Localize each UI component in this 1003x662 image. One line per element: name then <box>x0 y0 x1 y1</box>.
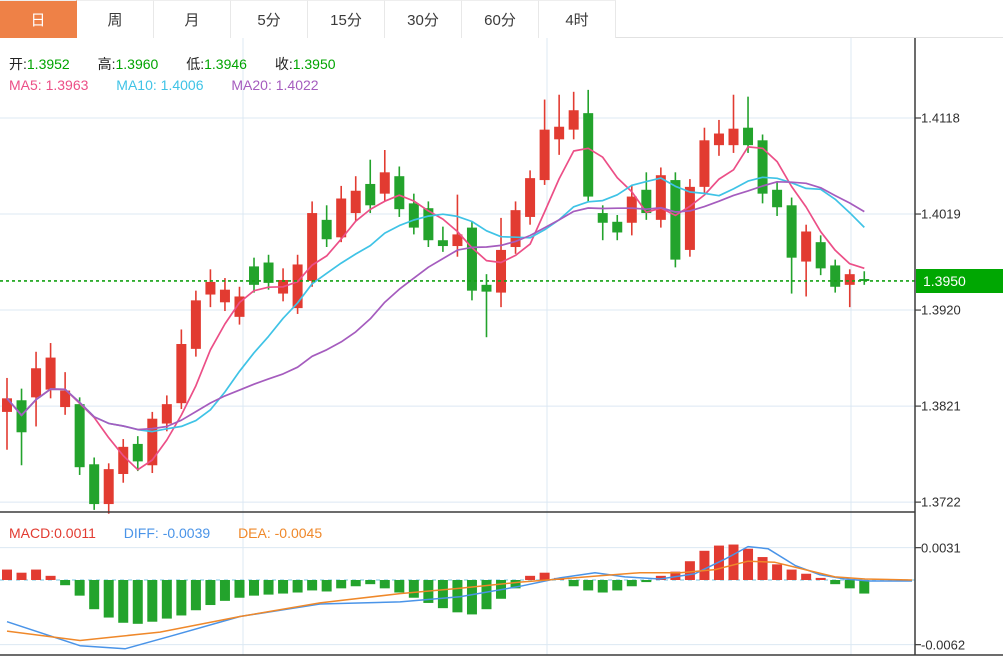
macd-legend: MACD:0.0011 DIFF: -0.0039 DEA: -0.0045 <box>9 525 346 541</box>
last-price-tag: 1.3950 <box>916 269 1003 293</box>
ma10-label: MA10: <box>116 77 157 93</box>
diff-value: -0.0039 <box>162 525 211 541</box>
tab-60min[interactable]: 60分 <box>462 0 539 38</box>
price-axis-label: 1.4019 <box>921 206 961 222</box>
tab-week[interactable]: 周 <box>77 0 154 38</box>
ma5-label: MA5: <box>9 77 42 93</box>
low-value: 1.3946 <box>204 56 247 72</box>
tab-15min[interactable]: 15分 <box>308 0 385 38</box>
ma20-value: 1.4022 <box>275 77 319 93</box>
price-axis-label: 1.3821 <box>921 398 961 414</box>
ma10-value: 1.4006 <box>160 77 204 93</box>
open-value: 1.3952 <box>26 56 70 72</box>
price-axis-label: 1.3920 <box>921 302 961 318</box>
dea-label: DEA: <box>238 525 271 541</box>
macd-axis-label: 0.0031 <box>921 540 961 556</box>
low-label: 低: <box>186 56 205 72</box>
tab-day[interactable]: 日 <box>0 0 77 38</box>
diff-label: DIFF: <box>123 525 159 541</box>
macd-label: MACD: <box>9 525 55 541</box>
tab-5min[interactable]: 5分 <box>231 0 308 38</box>
ohlc-legend: 开:1.3952 高:1.3960 低:1.3946 收:1.3950 <box>9 54 360 74</box>
high-value: 1.3960 <box>115 56 159 72</box>
close-value: 1.3950 <box>292 56 336 72</box>
ma20-label: MA20: <box>231 77 272 93</box>
tab-4hour[interactable]: 4时 <box>539 0 616 38</box>
close-label: 收: <box>274 56 293 72</box>
chart-area[interactable]: 开:1.3952 高:1.3960 低:1.3946 收:1.3950 MA5:… <box>0 38 1003 662</box>
macd-axis-label: -0.0062 <box>921 637 966 653</box>
tab-month[interactable]: 月 <box>154 0 231 38</box>
price-axis-label: 1.4118 <box>921 110 960 126</box>
ma-legend: MA5: 1.3963 MA10: 1.4006 MA20: 1.4022 <box>9 77 343 93</box>
open-label: 开: <box>9 56 27 72</box>
timeframe-tabbar: 日 周 月 5分 15分 30分 60分 4时 <box>0 0 1003 38</box>
candlestick-macd-canvas[interactable] <box>0 38 1003 662</box>
ma5-value: 1.3963 <box>45 77 89 93</box>
macd-value: 0.0011 <box>54 525 96 541</box>
dea-value: -0.0045 <box>274 525 323 541</box>
high-label: 高: <box>97 56 116 72</box>
price-axis-label: 1.3722 <box>921 494 961 510</box>
tab-30min[interactable]: 30分 <box>385 0 462 38</box>
